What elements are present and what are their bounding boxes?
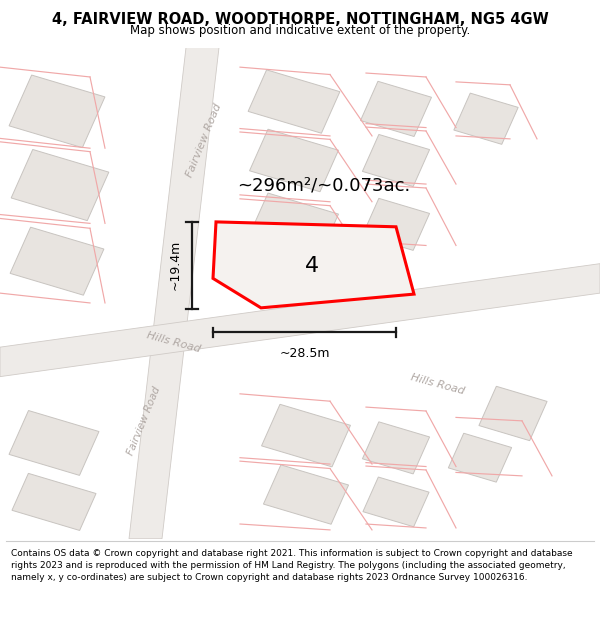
Polygon shape: [213, 222, 414, 308]
Text: ~296m²/~0.073ac.: ~296m²/~0.073ac.: [237, 176, 410, 194]
Polygon shape: [362, 134, 430, 186]
Polygon shape: [0, 264, 600, 377]
Polygon shape: [454, 93, 518, 144]
Polygon shape: [361, 81, 431, 136]
Text: Hills Road: Hills Road: [146, 330, 202, 354]
Polygon shape: [479, 386, 547, 441]
Text: ~28.5m: ~28.5m: [279, 346, 330, 359]
Polygon shape: [362, 198, 430, 251]
Polygon shape: [250, 129, 338, 192]
Polygon shape: [248, 70, 340, 133]
Text: Hills Road: Hills Road: [410, 372, 466, 396]
Text: 4: 4: [305, 256, 319, 276]
Polygon shape: [262, 404, 350, 467]
Text: ~19.4m: ~19.4m: [169, 240, 182, 291]
Polygon shape: [250, 193, 338, 256]
Text: Fairview Road: Fairview Road: [185, 102, 223, 179]
Polygon shape: [448, 433, 512, 482]
Text: 4, FAIRVIEW ROAD, WOODTHORPE, NOTTINGHAM, NG5 4GW: 4, FAIRVIEW ROAD, WOODTHORPE, NOTTINGHAM…: [52, 12, 548, 27]
Polygon shape: [12, 473, 96, 531]
Text: Map shows position and indicative extent of the property.: Map shows position and indicative extent…: [130, 24, 470, 37]
Polygon shape: [129, 48, 219, 539]
Polygon shape: [10, 228, 104, 295]
Text: Fairview Road: Fairview Road: [125, 385, 163, 457]
Polygon shape: [9, 75, 105, 148]
Polygon shape: [263, 465, 349, 524]
Polygon shape: [11, 149, 109, 221]
Polygon shape: [363, 477, 429, 527]
Polygon shape: [9, 411, 99, 476]
Polygon shape: [362, 422, 430, 474]
Text: Contains OS data © Crown copyright and database right 2021. This information is : Contains OS data © Crown copyright and d…: [11, 549, 572, 582]
